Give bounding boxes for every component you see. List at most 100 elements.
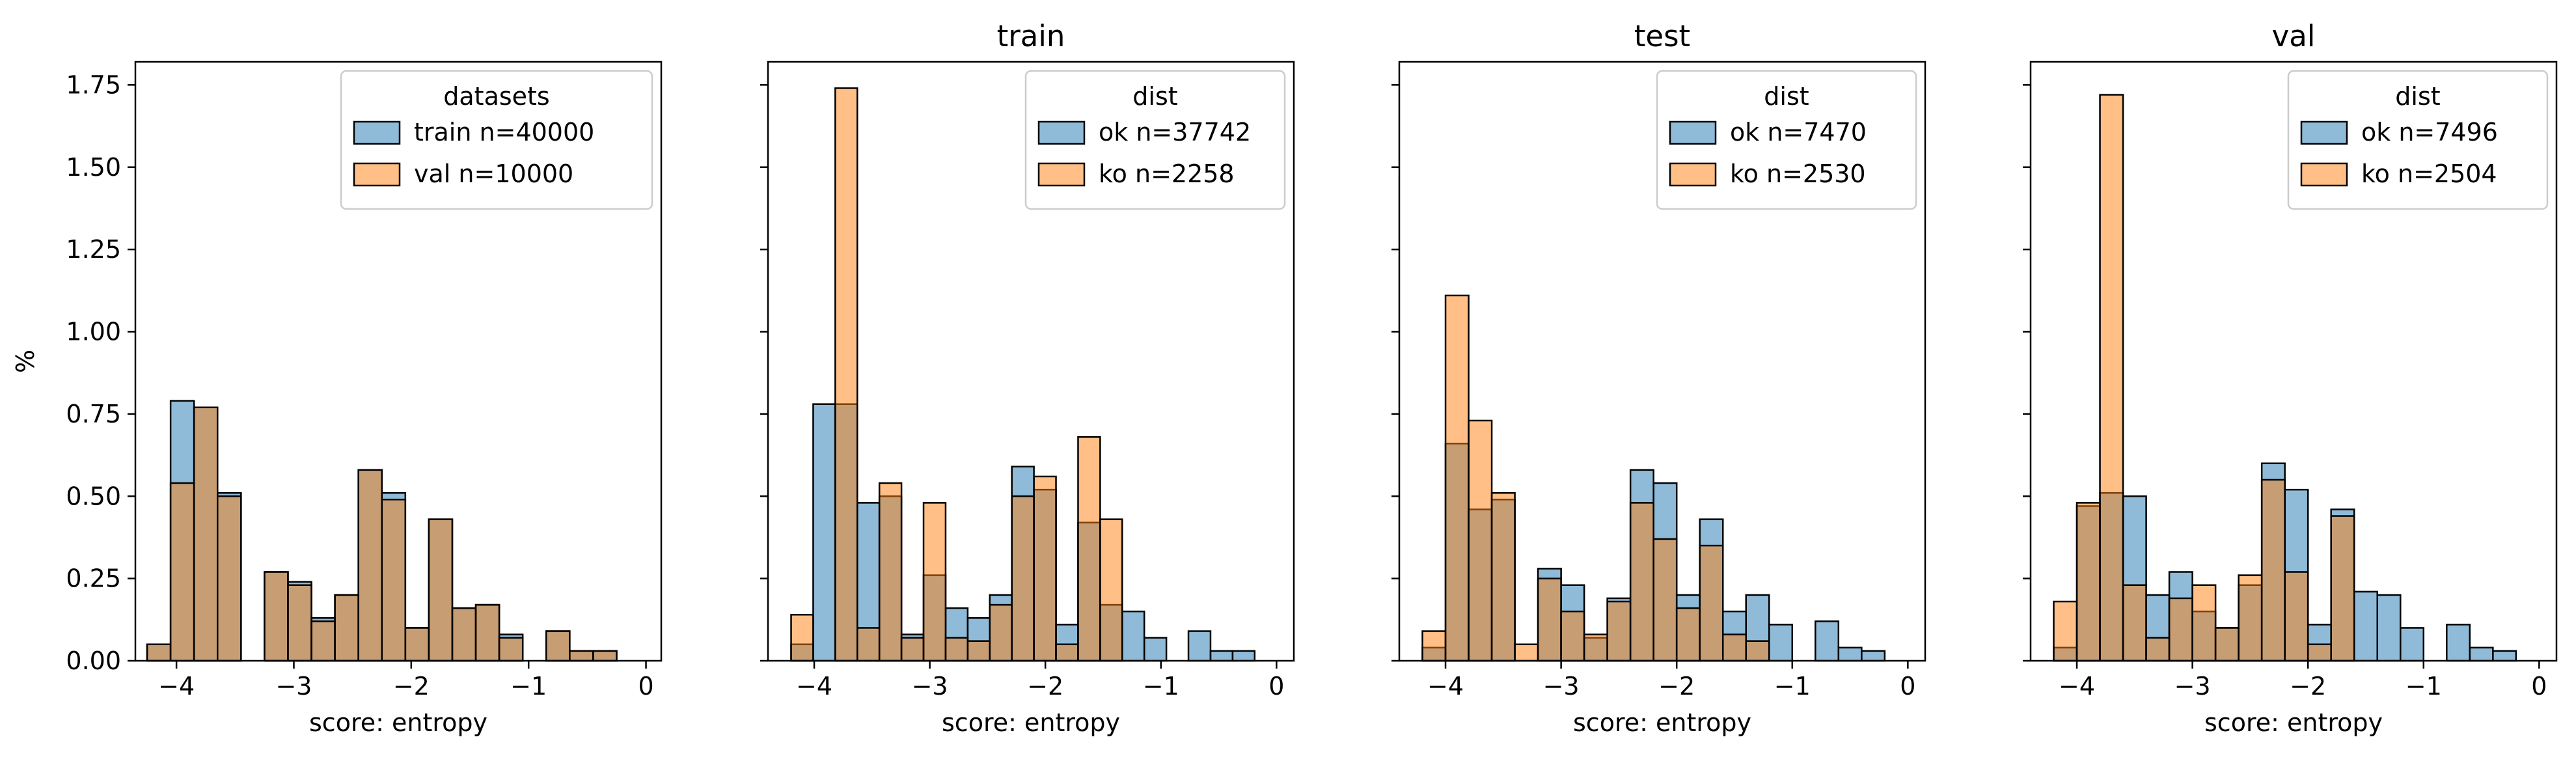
bar [1583, 633, 1608, 662]
x-tick-label: 0 [1268, 672, 1284, 701]
bar [217, 495, 242, 662]
bar [2330, 515, 2355, 662]
panel-title: val [2272, 19, 2316, 53]
x-tick-label: −2 [2290, 672, 2326, 701]
axes-frame [2029, 61, 2558, 662]
bar [1033, 475, 1057, 662]
bar [1187, 630, 1212, 662]
x-tick-label: 0 [1900, 672, 1915, 701]
x-tick-label: −2 [1658, 672, 1695, 701]
bar [1815, 620, 1840, 662]
bar [2353, 590, 2378, 662]
x-tick-label: −1 [2405, 672, 2442, 701]
x-tick-label: 0 [2531, 672, 2547, 701]
legend-swatch [2300, 120, 2348, 145]
bar [381, 499, 407, 662]
bar [2469, 646, 2494, 662]
panel-2: −4 −3 −2 −1 0 score: entropy test dist ok n=7470… [1391, 19, 1926, 737]
legend-box [2287, 70, 2549, 210]
bar [2238, 574, 2263, 662]
legend-swatch [1037, 120, 1086, 145]
y-tick-label: 0.00 [66, 646, 121, 675]
legend-title: dist [1132, 82, 1177, 111]
x-tick-label: −1 [1774, 672, 1811, 701]
bar [2376, 594, 2402, 662]
legend-label: ko n=2258 [1099, 160, 1235, 188]
panel-title: train [997, 19, 1065, 53]
x-axis-label: score: entropy [309, 708, 487, 737]
bar [404, 627, 430, 662]
legend: dist ok n=7470 ko n=2530 [1656, 70, 1917, 210]
panel-title: test [1634, 19, 1690, 53]
bar [1606, 600, 1632, 662]
panel-0: −4 −3 −2 −1 0 0.00 0.25 0.50 0.75 1.00 1.25 1.50 1.7… [66, 61, 663, 737]
x-tick-label: −4 [1427, 672, 1464, 701]
bar [569, 650, 594, 662]
bar [2168, 597, 2193, 662]
bar [357, 469, 383, 662]
legend: dist ok n=7496 ko n=2504 [2287, 70, 2549, 210]
bar [2400, 627, 2425, 662]
bar [2099, 94, 2124, 662]
x-axis-label: score: entropy [942, 708, 1120, 737]
bar [1421, 630, 1447, 662]
bar [2307, 643, 2332, 662]
legend-swatch [1669, 120, 1717, 145]
legend-title: datasets [443, 82, 549, 111]
bar [790, 613, 814, 662]
bar [834, 87, 858, 662]
y-tick-label: 1.00 [66, 318, 121, 346]
bar [428, 518, 454, 662]
bar [451, 607, 477, 662]
y-tick-label: 1.25 [66, 235, 121, 264]
bar [592, 650, 618, 662]
bar [310, 620, 336, 662]
bar [1861, 650, 1886, 662]
bar [1099, 518, 1123, 662]
bar [1721, 633, 1747, 662]
bar [2076, 502, 2101, 662]
bar [1444, 294, 1470, 662]
legend-label: val n=10000 [414, 160, 573, 188]
panel-1: −4 −3 −2 −1 0 score: entropy train dist ok n=377… [760, 19, 1295, 737]
bar [2145, 637, 2171, 662]
x-tick-label: −1 [510, 672, 547, 701]
bar [1514, 643, 1539, 662]
bar [1745, 640, 1770, 662]
legend-label: ok n=7496 [2361, 118, 2498, 146]
bar [1560, 610, 1585, 662]
legend-swatch [2300, 162, 2348, 187]
bar [878, 482, 903, 662]
legend-title: dist [2395, 82, 2440, 111]
x-tick-label: −2 [393, 672, 430, 701]
legend-box [1656, 70, 1917, 210]
x-tick-label: −2 [1027, 672, 1063, 701]
legend-label: ko n=2530 [1730, 160, 1866, 188]
bar [146, 643, 172, 662]
bar [334, 594, 359, 662]
bar [1143, 637, 1168, 662]
legend-swatch [353, 120, 401, 145]
bar [2122, 584, 2147, 662]
legend-label: ko n=2504 [2361, 160, 2497, 188]
bar [2284, 571, 2309, 662]
bar [1675, 607, 1701, 662]
bar [900, 637, 925, 662]
bar [2214, 627, 2240, 662]
x-tick-label: −3 [275, 672, 312, 701]
bar [1837, 646, 1863, 662]
x-axis-label: score: entropy [1573, 708, 1751, 737]
legend-label: ok n=7470 [1730, 118, 1867, 146]
legend-label: train n=40000 [414, 118, 594, 146]
axes-frame [134, 61, 663, 662]
bar [1209, 650, 1234, 662]
bar [1011, 495, 1035, 662]
bar [989, 603, 1013, 662]
legend-swatch [1669, 162, 1717, 187]
series-1 [790, 87, 1123, 662]
bar [2492, 650, 2517, 662]
bar [1055, 643, 1079, 662]
x-tick-label: −3 [912, 672, 948, 701]
bar [193, 406, 219, 662]
